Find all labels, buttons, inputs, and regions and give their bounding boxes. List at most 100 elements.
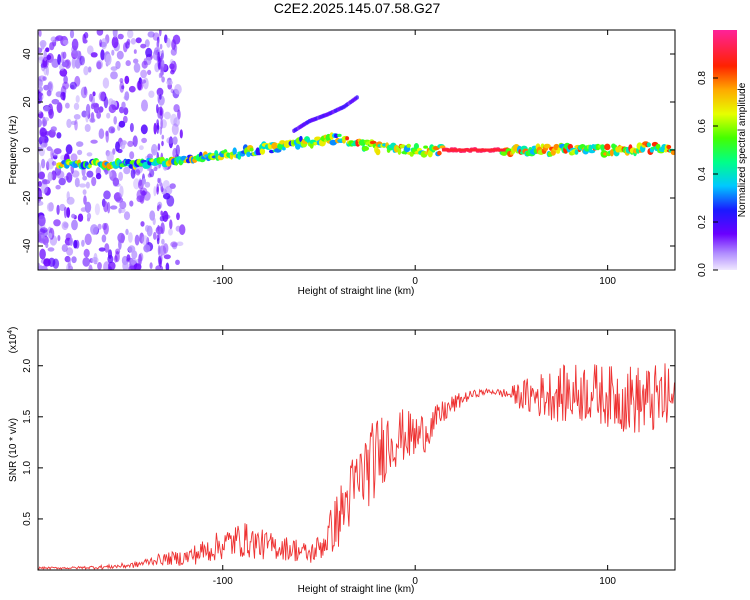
noise-streak <box>156 186 159 195</box>
noise-blob <box>141 235 149 246</box>
noise-streak <box>160 246 163 254</box>
noise-blob <box>90 139 98 144</box>
noise-blob <box>175 225 181 232</box>
noise-blob <box>50 148 54 160</box>
noise-blob <box>176 212 180 221</box>
noise-streak <box>161 60 164 67</box>
noise-blob <box>74 119 78 131</box>
y-tick-label: 1.5 <box>22 409 33 423</box>
noise-blob <box>161 238 165 245</box>
noise-streak <box>157 143 161 151</box>
noise-blob <box>106 151 114 163</box>
noise-blob <box>120 141 126 150</box>
noise-blob <box>172 136 178 145</box>
noise-blob <box>83 195 87 205</box>
y-tick-label: 40 <box>22 48 33 60</box>
noise-blob <box>139 187 148 196</box>
colorbar-tick-label: 0.4 <box>697 167 708 181</box>
noise-blob <box>39 227 48 233</box>
noise-blob <box>160 222 165 235</box>
ridge-cell <box>610 149 614 157</box>
noise-blob <box>38 30 42 37</box>
colorbar-ticks: 0.0 0.2 0.4 0.6 0.8 <box>697 71 718 277</box>
noise-blob <box>84 233 92 245</box>
ridge-cell <box>362 146 369 151</box>
noise-blob <box>65 144 73 155</box>
noise-blob <box>38 162 42 174</box>
noise-blob <box>53 219 61 227</box>
noise-streak <box>159 94 162 100</box>
noise-streak <box>157 177 160 184</box>
noise-blob <box>71 219 78 231</box>
noise-blob <box>135 169 141 176</box>
noise-blob <box>73 239 78 249</box>
noise-blob <box>166 137 175 144</box>
noise-blob <box>125 228 129 235</box>
x-tick-label: -100 <box>213 276 233 287</box>
noise-blob <box>75 50 81 60</box>
noise-blob <box>175 259 180 265</box>
noise-blob <box>89 93 93 102</box>
noise-blob <box>45 47 50 53</box>
noise-blob <box>89 117 96 123</box>
ridge-cell <box>369 140 377 145</box>
noise-blob <box>126 38 131 46</box>
noise-blob <box>46 89 52 97</box>
noise-blob <box>165 262 170 270</box>
noise-blob <box>77 149 83 156</box>
noise-blob <box>70 153 78 162</box>
noise-blob <box>121 101 126 110</box>
noise-blob <box>118 207 122 214</box>
noise-blob <box>85 103 91 115</box>
noise-blob <box>126 254 131 262</box>
noise-blob <box>60 91 66 101</box>
noise-blob <box>43 117 49 122</box>
noise-blob <box>98 247 106 252</box>
noise-blob <box>56 204 60 215</box>
noise-blob <box>41 158 46 169</box>
noise-blob <box>170 241 178 248</box>
noise-blob <box>61 61 68 67</box>
noise-blob <box>169 219 173 230</box>
noise-blob <box>56 170 65 179</box>
x-tick-label: 100 <box>599 276 616 287</box>
noise-blob <box>94 203 100 216</box>
noise-blob <box>86 152 93 157</box>
noise-blob <box>129 151 135 160</box>
ridge-cell <box>588 149 596 154</box>
noise-blob <box>119 185 124 198</box>
noise-blob <box>153 231 157 240</box>
noise-blob <box>130 38 136 45</box>
noise-blob <box>92 91 96 97</box>
noise-blob <box>62 39 69 46</box>
noise-streak <box>159 257 162 268</box>
noise-blob <box>125 60 131 67</box>
y-tick-label: -40 <box>22 238 33 253</box>
noise-blob <box>97 223 102 230</box>
noise-blob <box>63 206 68 219</box>
noise-blob <box>176 241 184 247</box>
noise-blob <box>73 114 81 120</box>
colorbar-tick-label: 0.2 <box>697 215 708 229</box>
noise-blob <box>74 58 81 69</box>
noise-blob <box>124 91 130 101</box>
noise-streak <box>161 67 165 76</box>
noise-blob <box>139 145 144 151</box>
noise-blob <box>78 183 87 188</box>
ridge-cell <box>271 142 279 150</box>
spectrogram-y-axis-label: Frequency (Hz) <box>8 116 19 185</box>
noise-blob <box>38 93 43 104</box>
noise-blob <box>91 176 97 187</box>
noise-blob <box>81 110 88 118</box>
noise-blob <box>62 81 69 90</box>
noise-blob <box>84 124 91 132</box>
noise-blob <box>103 201 109 213</box>
noise-blob <box>42 179 51 185</box>
noise-blob <box>56 132 62 139</box>
noise-streak <box>157 224 160 232</box>
ridge-cell <box>600 144 605 152</box>
noise-blob <box>168 136 174 149</box>
spectrogram-ticks: -100 0 100 40 20 0 -20 -40 <box>22 30 675 287</box>
noise-blob <box>170 48 177 56</box>
